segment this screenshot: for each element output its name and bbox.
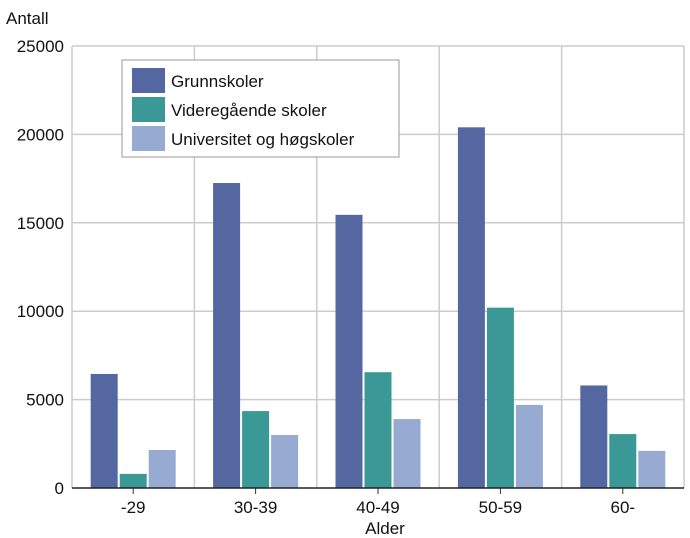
- legend-label: Videregående skoler: [171, 101, 327, 120]
- x-tick-label: 50-59: [479, 498, 522, 517]
- x-tick-label: -29: [121, 498, 146, 517]
- bar-60--1: [609, 434, 637, 488]
- bar-40-49-2: [393, 419, 421, 488]
- y-tick-label: 5000: [26, 391, 64, 410]
- bar-50-59-0: [457, 127, 485, 488]
- y-tick-label: 15000: [17, 214, 64, 233]
- legend-box: [121, 59, 400, 158]
- y-axis-ticks: 0 5000 10000 15000 20000 25000: [17, 37, 64, 498]
- y-axis-title: Antall: [6, 9, 49, 28]
- y-tick-label: 20000: [17, 125, 64, 144]
- legend-swatch: [132, 126, 165, 151]
- bar--29-1: [119, 473, 147, 488]
- x-axis-ticks: -29 30-39 40-49 50-59 60-: [72, 487, 684, 517]
- bar--29-2: [148, 449, 176, 488]
- bars: [90, 127, 666, 488]
- legend-swatch: [132, 68, 165, 93]
- bar-30-39-0: [213, 183, 241, 488]
- x-tick-label: 40-49: [356, 498, 399, 517]
- bar-40-49-1: [364, 372, 392, 488]
- legend-label: Universitet og høgskoler: [171, 130, 355, 149]
- y-tick-label: 0: [55, 479, 64, 498]
- y-tick-label: 10000: [17, 302, 64, 321]
- legend: Grunnskoler Videregående skoler Universite…: [121, 59, 400, 158]
- x-tick-label: 60-: [611, 498, 636, 517]
- bar-40-49-0: [335, 214, 363, 488]
- legend-label: Grunnskoler: [171, 72, 264, 91]
- x-tick-label: 30-39: [234, 498, 277, 517]
- x-axis-title: Alder: [365, 519, 405, 538]
- legend-swatch: [132, 97, 165, 122]
- bar--29-0: [90, 373, 118, 488]
- bar-60--2: [638, 450, 666, 488]
- bar-60--0: [580, 385, 608, 488]
- bar-30-39-1: [242, 411, 270, 488]
- bar-30-39-2: [271, 434, 299, 488]
- bar-50-59-2: [515, 404, 543, 488]
- bar-50-59-1: [486, 307, 514, 488]
- y-tick-label: 25000: [17, 37, 64, 56]
